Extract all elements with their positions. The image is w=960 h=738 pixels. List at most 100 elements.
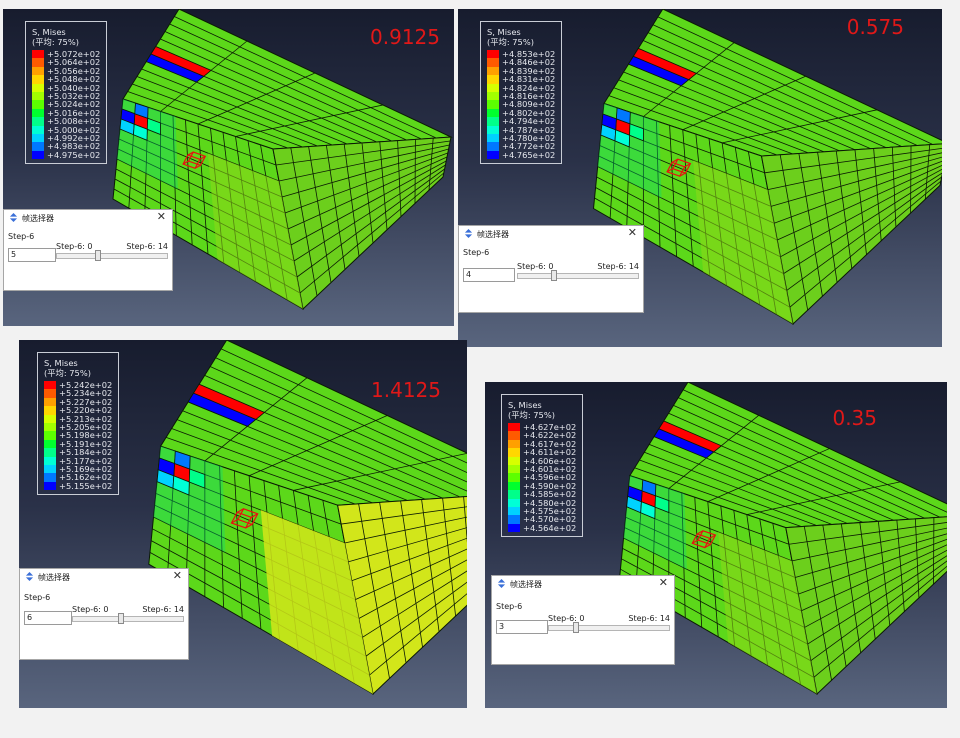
legend-swatch xyxy=(487,58,499,67)
legend-row: +4.824e+02 xyxy=(487,82,556,93)
viewport-panel-4: S, Mises (平均: 75%) +4.627e+02 +4.622e+02 +… xyxy=(485,382,947,708)
legend-value: +4.617e+02 xyxy=(523,438,577,449)
slider-max-label: Step-6: 14 xyxy=(142,605,184,614)
model-view-4[interactable] xyxy=(485,382,947,708)
legend-swatch xyxy=(487,125,499,134)
reference-cube-marker xyxy=(692,539,699,544)
step-label: Step-6 xyxy=(463,248,490,257)
legend-swatch xyxy=(508,439,520,449)
legend-row: +5.169e+02 xyxy=(44,464,112,473)
legend-row: +5.227e+02 xyxy=(44,397,112,407)
legend-row: +4.853e+02 xyxy=(487,50,555,58)
viewport-panel-3: S, Mises (平均: 75%) +5.242e+02 +5.234e+02 +… xyxy=(19,340,467,708)
slider-min-label: Step-6: 0 xyxy=(56,242,93,251)
frame-selector-dialog-1[interactable]: 帧选择器 ✕ Step-6 Step-6: 0 Step-6: 14 5 xyxy=(3,209,173,291)
legend-row: +5.024e+02 xyxy=(32,99,101,110)
legend-swatch xyxy=(487,91,499,101)
model-top-face-gridline xyxy=(722,109,878,144)
legend-row: +4.787e+02 xyxy=(487,125,555,134)
frame-input[interactable]: 3 xyxy=(496,620,548,634)
legend-swatch xyxy=(44,448,56,457)
dialog-titlebar[interactable]: 帧选择器 ✕ xyxy=(20,569,188,585)
step-label: Step-6 xyxy=(496,602,523,611)
model-side-face-gridline xyxy=(296,168,445,278)
frame-slider-thumb[interactable] xyxy=(573,622,580,633)
legend-rows: +4.627e+02 +4.622e+02 +4.617e+02 +4.611e+02… xyxy=(508,423,576,532)
legend-row: +5.184e+02 xyxy=(44,448,112,457)
model-top-face-gridline xyxy=(682,75,806,131)
model-side-face-gridline xyxy=(770,156,942,207)
legend-row: +4.802e+02 xyxy=(487,107,556,118)
legend-swatch xyxy=(44,481,56,491)
close-icon[interactable]: ✕ xyxy=(172,569,182,582)
legend-row: +5.056e+02 xyxy=(32,66,100,75)
dialog-titlebar[interactable]: 帧选择器 ✕ xyxy=(459,226,643,242)
legend-row: +4.611e+02 xyxy=(508,448,576,457)
legend-value: +4.794e+02 xyxy=(502,116,556,127)
dialog-titlebar[interactable]: 帧选择器 ✕ xyxy=(492,576,674,592)
reference-cube-marker xyxy=(199,155,206,160)
step-label: Step-6 xyxy=(8,232,35,241)
legend-row: +4.570e+02 xyxy=(508,515,576,524)
frame-slider-track[interactable] xyxy=(56,253,168,259)
model-side-face-gridline xyxy=(355,548,467,600)
close-icon[interactable]: ✕ xyxy=(627,226,637,239)
frame-slider-track[interactable] xyxy=(548,625,670,631)
frame-slider-track[interactable] xyxy=(517,273,639,279)
legend-row: +4.596e+02 xyxy=(508,473,576,482)
dialog-title: 帧选择器 xyxy=(477,230,509,239)
legend-row: +5.205e+02 xyxy=(44,423,112,431)
model-side-face-gridline xyxy=(287,156,448,230)
legend-value: +4.992e+02 xyxy=(47,132,101,143)
slider-max-label: Step-6: 14 xyxy=(628,614,670,623)
frame-selector-dialog-2[interactable]: 帧选择器 ✕ Step-6 Step-6: 0 Step-6: 14 4 xyxy=(458,225,644,313)
frame-slider-thumb[interactable] xyxy=(118,613,125,624)
model-side-face-gridline xyxy=(813,565,947,678)
legend-value: +4.765e+02 xyxy=(502,149,556,160)
frame-selector-icon xyxy=(464,229,473,238)
model-side-face-gridline xyxy=(299,172,445,294)
legend-row: +4.590e+02 xyxy=(508,481,576,490)
legend-value: +5.024e+02 xyxy=(47,99,101,110)
frame-slider-track[interactable] xyxy=(72,616,184,622)
frame-slider-thumb[interactable] xyxy=(94,250,101,261)
legend-row: +5.242e+02 xyxy=(44,381,112,389)
model-side-face-gridline xyxy=(348,527,467,563)
model-side-face-gridline xyxy=(786,176,942,291)
frame-input[interactable]: 5 xyxy=(8,248,56,262)
frame-input[interactable]: 4 xyxy=(463,268,515,282)
frame-selector-dialog-3[interactable]: 帧选择器 ✕ Step-6 Step-6: 0 Step-6: 14 6 xyxy=(19,568,189,660)
legend-row: +4.627e+02 xyxy=(508,423,576,431)
model-view-3[interactable] xyxy=(19,340,467,708)
legend-value: +4.839e+02 xyxy=(502,65,556,76)
legend-row: +4.816e+02 xyxy=(487,92,555,100)
model-side-face-gridline xyxy=(810,560,947,662)
model-top-face-gridline xyxy=(248,415,388,477)
dialog-titlebar[interactable]: 帧选择器 ✕ xyxy=(4,210,172,226)
viewport-panel-2: S, Mises (平均: 75%) +4.853e+02 +4.846e+02 +… xyxy=(458,9,942,347)
legend-row: +4.765e+02 xyxy=(487,149,556,160)
legend-swatch xyxy=(32,117,44,126)
frame-input[interactable]: 6 xyxy=(24,611,72,625)
model-side-face-gridline xyxy=(783,172,942,274)
legend-row: +5.032e+02 xyxy=(32,92,100,100)
legend-title: S, Mises xyxy=(508,400,542,410)
legend-swatch xyxy=(487,75,499,84)
legend-swatch xyxy=(44,397,56,407)
contour-legend-4: S, Mises (平均: 75%) +4.627e+02 +4.622e+02 +… xyxy=(501,394,584,538)
legend-value: +4.853e+02 xyxy=(502,49,556,59)
legend-value: +4.802e+02 xyxy=(502,107,556,118)
legend-row: +5.213e+02 xyxy=(44,414,112,423)
legend-value: +4.824e+02 xyxy=(502,82,556,93)
frame-selector-dialog-4[interactable]: 帧选择器 ✕ Step-6 Step-6: 0 Step-6: 14 3 xyxy=(491,575,675,665)
frame-slider-thumb[interactable] xyxy=(550,270,557,281)
legend-subtitle: (平均: 75%) xyxy=(44,368,91,378)
legend-row: +4.839e+02 xyxy=(487,65,556,76)
model-view-1[interactable] xyxy=(3,9,454,326)
model-view-2[interactable] xyxy=(458,9,942,347)
dialog-title: 帧选择器 xyxy=(38,573,70,582)
close-icon[interactable]: ✕ xyxy=(658,576,668,589)
close-icon[interactable]: ✕ xyxy=(156,210,166,223)
model-top-face-gridline xyxy=(746,481,901,515)
legend-row: +5.048e+02 xyxy=(32,75,100,84)
